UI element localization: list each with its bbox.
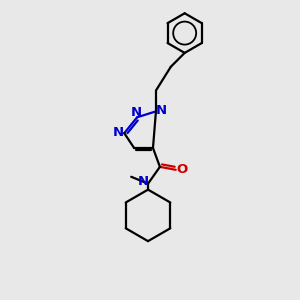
Text: O: O <box>176 163 187 176</box>
Text: N: N <box>137 175 148 188</box>
Text: N: N <box>113 126 124 139</box>
Text: N: N <box>130 106 142 119</box>
Text: N: N <box>155 104 167 117</box>
